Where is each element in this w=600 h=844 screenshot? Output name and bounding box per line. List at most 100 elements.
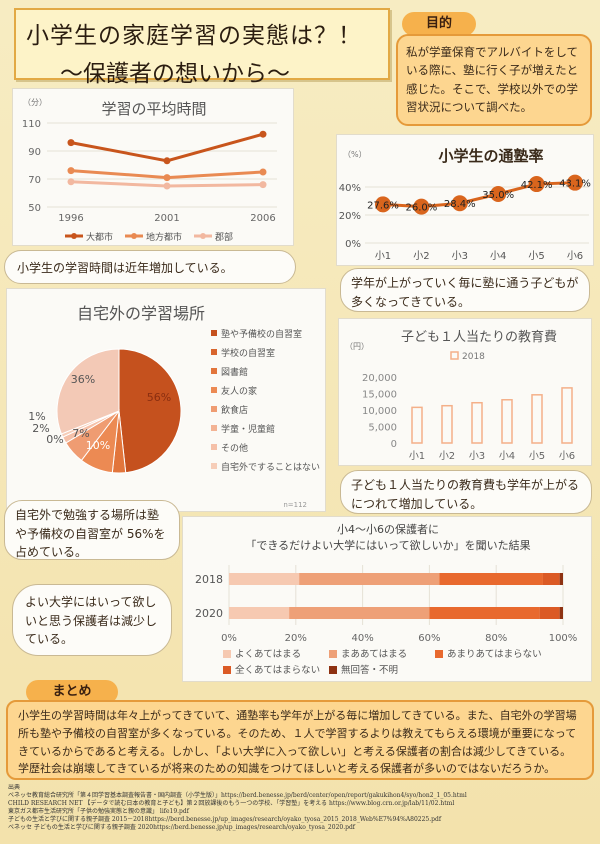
y-tick-label: 20% xyxy=(339,211,361,222)
slice-label: 0% xyxy=(46,433,63,446)
data-point xyxy=(163,157,171,165)
x-tick-label: 60% xyxy=(418,633,440,644)
legend-swatch xyxy=(211,444,217,450)
y-tick-label: 70 xyxy=(28,175,41,186)
y-tick-label: 2020 xyxy=(195,607,223,620)
bar xyxy=(471,401,483,444)
x-tick-label: 2001 xyxy=(154,213,179,224)
data-label: 27.6% xyxy=(367,200,399,211)
slice-label: 2% xyxy=(32,422,49,435)
legend-swatch xyxy=(435,650,443,658)
source-line-5: ベネッセ 子どもの生活と学びに関する親子調査 2020https://berd.… xyxy=(8,824,356,832)
legend-swatch xyxy=(211,406,217,412)
university-bubble: よい大学にはいって欲しいと思う保護者は減少している。 xyxy=(12,584,172,656)
bar-segment xyxy=(559,573,563,585)
legend-label: 図書館 xyxy=(221,366,248,378)
legend-label: 学校の自習室 xyxy=(221,347,275,359)
data-point xyxy=(259,181,267,189)
y-axis-label: （円） xyxy=(345,342,369,351)
chart-title: 自宅外の学習場所 xyxy=(77,304,205,323)
data-point xyxy=(259,168,267,176)
y-tick-label: 2018 xyxy=(195,573,223,586)
data-point xyxy=(490,186,507,202)
legend-swatch xyxy=(211,330,217,336)
sources-heading: 出典 xyxy=(8,784,21,791)
slice-label: 7% xyxy=(72,427,89,440)
data-point xyxy=(163,174,171,182)
pie-slice xyxy=(118,348,182,474)
purpose-text: 私が学童保育でアルバイトをしている際に、塾に行く子が増えたと感じた。そこで、学校… xyxy=(406,45,579,115)
chart-title: 小4〜小6の保護者に xyxy=(337,522,439,536)
y-tick-label: 10,000 xyxy=(362,406,397,417)
y-axis-label: （%） xyxy=(343,150,367,159)
data-point xyxy=(567,174,583,191)
places-panel: 自宅外の学習場所 56% 10% 7% 0% 2% 1% 36% 塾や予備校の自習室 学校の自習室… xyxy=(6,288,326,512)
legend-marker xyxy=(71,233,77,239)
bar xyxy=(441,404,453,444)
legend-swatch xyxy=(223,650,231,658)
legend-swatch xyxy=(329,650,337,658)
places-bubble-text: 自宅外で勉強する場所は塾や予備校の自習室が 56%を占めている。 xyxy=(15,508,166,560)
bar-segment xyxy=(289,607,430,619)
purpose-label: 目的 xyxy=(402,12,476,36)
y-tick-label: 5,000 xyxy=(368,423,397,434)
education-cost-panel: 子ども１人当たりの教育費 （円） 2018 20,000 15,000 10,000 5,0… xyxy=(338,318,592,466)
study-time-panel: 学習の平均時間 （分） 110 90 70 50 1996 2001 2006 大都市 地方都市 郡部 xyxy=(12,88,294,246)
bar xyxy=(531,394,543,444)
juku-rate-bubble-text: 学年が上がっていく毎に塾に通う子どもが多くなってきている。 xyxy=(351,276,579,309)
legend-label: 塾や予備校の自習室 xyxy=(221,328,302,340)
x-tick-label: 40% xyxy=(351,633,373,644)
bar-segment xyxy=(229,573,300,585)
legend-marker xyxy=(131,233,137,239)
source-line-4: 子どもの生活と学びに関する親子調査 2015－2018https://berd.… xyxy=(8,816,442,824)
legend-label: 自宅外ですることはない xyxy=(221,461,320,473)
x-tick-label: 小5 xyxy=(529,450,545,462)
juku-rate-panel: 小学生の通塾率 （%） 40% 20% 0% 小1 小2 小3 小4 小5 小6 27.6% 26.0%… xyxy=(336,134,594,266)
bar-segment xyxy=(229,607,290,619)
data-point xyxy=(375,196,391,213)
x-tick-label: 0% xyxy=(221,633,237,644)
chart-title: 子ども１人当たりの教育費 xyxy=(401,329,557,345)
data-point xyxy=(163,182,171,190)
y-tick-label: 20,000 xyxy=(362,373,397,384)
y-tick-label: 0% xyxy=(345,239,361,250)
bar xyxy=(501,399,513,444)
data-label: 26.0% xyxy=(406,203,438,214)
x-tick-label: 小2 xyxy=(439,450,455,462)
legend-label: 全くあてはまらない xyxy=(235,664,320,676)
x-tick-label: 小6 xyxy=(559,450,575,462)
y-axis-label: （分） xyxy=(23,98,47,107)
y-tick-label: 110 xyxy=(22,119,41,130)
bar-segment xyxy=(439,573,543,585)
chart-title: 小学生の通塾率 xyxy=(438,147,543,165)
data-point xyxy=(413,198,430,215)
legend-label: 無回答・不明 xyxy=(341,664,398,676)
legend-label: よくあてはまる xyxy=(235,649,301,660)
pie-slice xyxy=(56,348,120,435)
legend-swatch xyxy=(211,387,217,393)
legend-marker xyxy=(200,233,206,239)
data-point xyxy=(67,167,75,175)
places-chart: 自宅外の学習場所 56% 10%7% 0%2%1% 36% 塾や予備校の自習室学校の自習室… xyxy=(28,304,320,509)
education-cost-bubble-text: 子ども１人当たりの教育費も学年が上がるにつれて増加している。 xyxy=(351,478,580,511)
summary-box: 小学生の学習時間は年々上がってきていて、通塾率も学年が上がる毎に増加してきている… xyxy=(6,700,594,780)
bar-segment xyxy=(542,573,560,585)
data-point xyxy=(528,176,545,193)
legend-swatch xyxy=(211,425,217,431)
data-label: 43.1% xyxy=(559,179,591,190)
data-point xyxy=(67,178,75,186)
x-tick-label: 20% xyxy=(285,633,307,644)
places-bubble: 自宅外で勉強する場所は塾や予備校の自習室が 56%を占めている。 xyxy=(4,500,180,560)
study-time-bubble-text: 小学生の学習時間は近年増加している。 xyxy=(17,261,233,275)
summary-text: 小学生の学習時間は年々上がってきていて、通塾率も学年が上がる毎に増加してきている… xyxy=(18,709,577,776)
slice-label: 36% xyxy=(71,373,95,386)
x-tick-label: 2006 xyxy=(250,213,275,224)
data-point xyxy=(451,195,468,212)
legend-swatch xyxy=(223,666,231,674)
y-tick-label: 15,000 xyxy=(362,390,397,401)
page-subtitle: 〜保護者の想いから〜 xyxy=(60,61,290,87)
legend-swatch xyxy=(211,368,217,374)
study-time-bubble: 小学生の学習時間は近年増加している。 xyxy=(4,250,296,284)
juku-rate-chart: 小学生の通塾率 （%） 40% 20% 0% 小1 小2 小3 小4 小5 小6 27.6% 26.0%… xyxy=(339,147,591,262)
x-tick-label: 小6 xyxy=(567,250,583,262)
